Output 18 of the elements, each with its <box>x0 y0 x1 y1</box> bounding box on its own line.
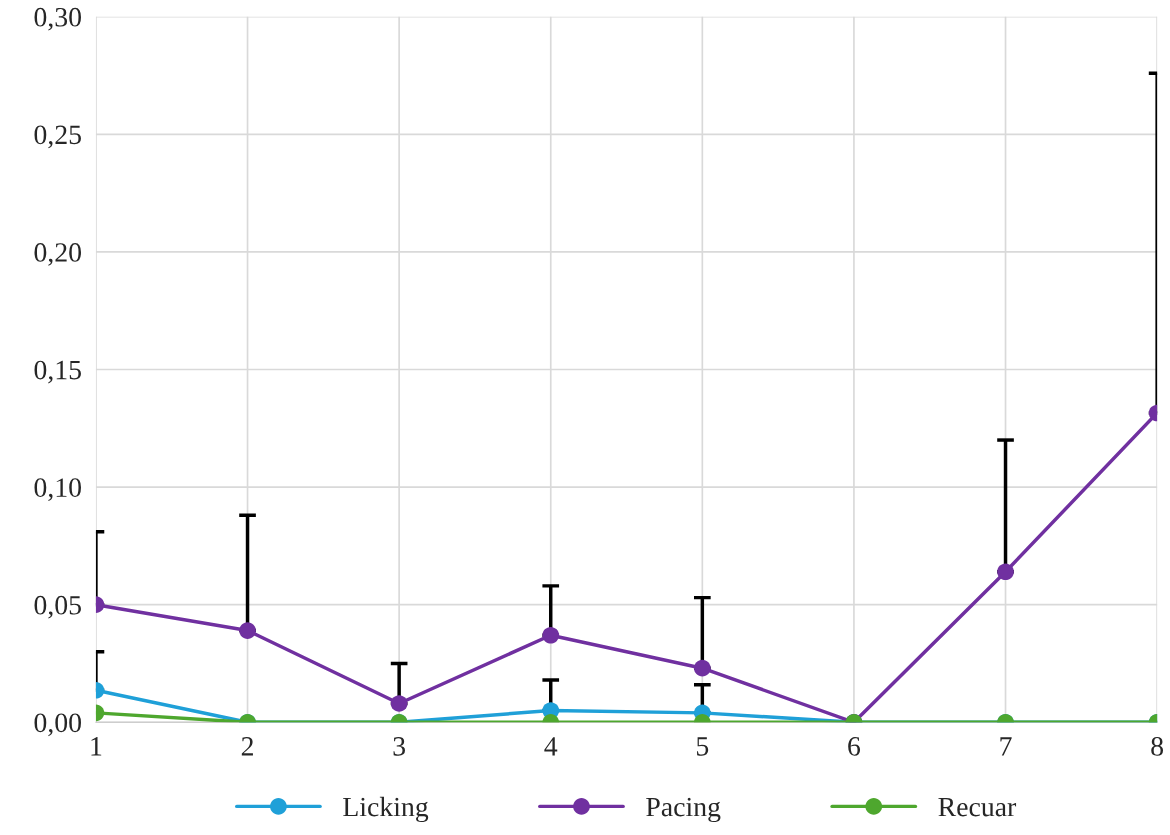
x-tick-label: 2 <box>241 737 253 756</box>
y-tick-label: 0,25 <box>34 125 81 149</box>
x-tick-label: 5 <box>697 737 709 756</box>
y-tick-label: 0,10 <box>34 478 81 501</box>
x-tick-label: 1 <box>91 737 102 756</box>
x-tick-label: 3 <box>393 737 405 756</box>
x-tick-label: 6 <box>848 737 861 756</box>
y-tick-label: 0,15 <box>34 360 81 384</box>
legend-label: Licking <box>343 796 429 823</box>
x-tick-label: 7 <box>1000 737 1012 756</box>
y-tick-label: 0,30 <box>34 7 81 31</box>
x-tick-label: 4 <box>544 737 558 756</box>
legend-label: Recuar <box>938 797 1017 817</box>
y-tick-label: 0,20 <box>34 243 81 266</box>
y-tick-label: 0,05 <box>34 595 81 619</box>
legend-label: Pacing <box>646 797 721 823</box>
y-tick-label: 0,00 <box>34 713 81 737</box>
x-tick-label: 8 <box>1151 736 1164 756</box>
